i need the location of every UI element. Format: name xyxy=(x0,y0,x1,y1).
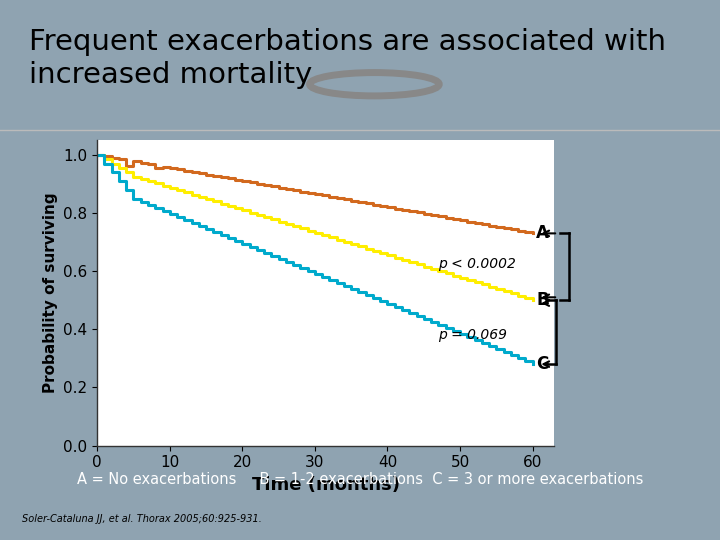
X-axis label: Time (months): Time (months) xyxy=(252,476,400,494)
Text: C: C xyxy=(536,355,549,373)
Text: Frequent exacerbations are associated with
increased mortality: Frequent exacerbations are associated wi… xyxy=(29,28,666,89)
Y-axis label: Probability of surviving: Probability of surviving xyxy=(42,193,58,393)
Text: p < 0.0002: p < 0.0002 xyxy=(438,257,516,271)
Text: p = 0.069: p = 0.069 xyxy=(438,328,508,342)
Text: Soler-Cataluna JJ, et al. Thorax 2005;60:925-931.: Soler-Cataluna JJ, et al. Thorax 2005;60… xyxy=(22,514,261,524)
Text: B: B xyxy=(536,291,549,309)
Text: A = No exacerbations     B = 1-2 exacerbations  C = 3 or more exacerbations: A = No exacerbations B = 1-2 exacerbatio… xyxy=(77,472,643,487)
Text: A: A xyxy=(536,225,549,242)
